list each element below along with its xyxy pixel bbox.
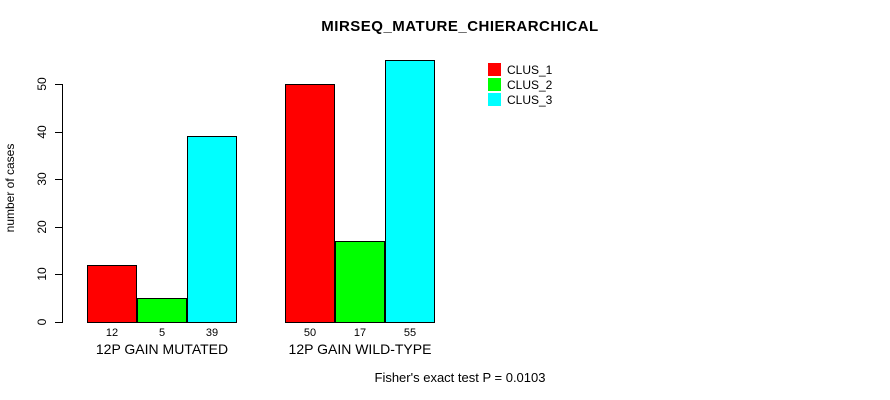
bar-value-label: 39 — [205, 327, 219, 339]
y-tick-label: 50 — [35, 77, 49, 91]
legend-swatch-clus-3 — [488, 93, 501, 106]
y-tick-label: 20 — [35, 220, 49, 234]
legend-row-clus-2: CLUS_2 — [488, 77, 552, 92]
y-tick-label: 0 — [35, 318, 49, 326]
legend-row-clus-3: CLUS_3 — [488, 92, 552, 107]
bar-clus_3-group-0 — [187, 136, 237, 323]
y-tick-label: 30 — [35, 172, 49, 186]
legend-label-clus-3: CLUS_3 — [507, 92, 553, 107]
bar-clus_2-group-1 — [335, 241, 385, 323]
y-tick — [55, 274, 62, 276]
x-group-label-mutated: 12P GAIN MUTATED — [95, 341, 229, 357]
legend-swatch-clus-1 — [488, 63, 501, 76]
y-tick-label: 10 — [35, 267, 49, 282]
y-tick-label: 40 — [35, 124, 49, 139]
legend-label-clus-1: CLUS_1 — [507, 62, 553, 77]
x-group-label-wild-type: 12P GAIN WILD-TYPE — [288, 341, 432, 357]
legend-swatch-clus-2 — [488, 78, 501, 91]
legend: CLUS_1 CLUS_2 CLUS_3 — [488, 62, 552, 107]
y-tick — [55, 131, 62, 133]
legend-row-clus-1: CLUS_1 — [488, 62, 552, 77]
chart-title: MIRSEQ_MATURE_CHIERARCHICAL — [321, 18, 599, 35]
bar-value-label: 12 — [105, 327, 119, 339]
bar-clus_1-group-0 — [87, 265, 137, 323]
bar-value-label: 50 — [303, 327, 317, 339]
y-tick — [55, 226, 62, 228]
bar-value-label: 55 — [403, 327, 417, 339]
bar-value-label: 5 — [158, 327, 166, 339]
y-axis-line — [62, 84, 63, 323]
bar-value-label: 17 — [353, 327, 367, 339]
y-axis-label: number of cases — [3, 143, 17, 233]
bar-clus_2-group-0 — [137, 298, 187, 323]
y-tick — [55, 322, 62, 323]
bar-clus_3-group-1 — [385, 60, 435, 323]
footnote: Fisher's exact test P = 0.0103 — [374, 370, 546, 385]
legend-label-clus-2: CLUS_2 — [507, 77, 553, 92]
y-tick — [55, 84, 62, 85]
bar-clus_1-group-1 — [285, 84, 335, 323]
y-tick — [55, 179, 62, 181]
